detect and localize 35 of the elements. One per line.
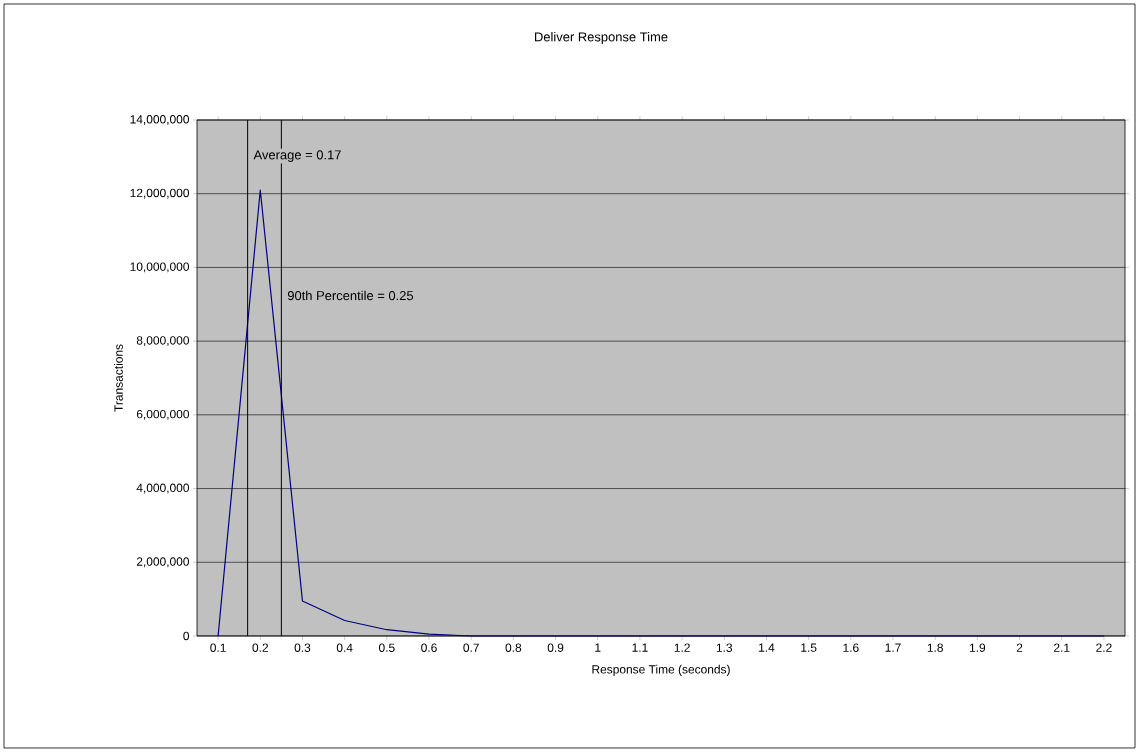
y-tick-label: 4,000,000 <box>136 483 190 494</box>
x-tick-label: 0.5 <box>378 643 395 652</box>
x-tick-label: 0.2 <box>252 643 268 652</box>
y-tick-label: 10,000,000 <box>130 262 190 273</box>
y-tick-label: 12,000,000 <box>130 188 190 199</box>
x-tick-label: 1.7 <box>885 643 901 652</box>
ref-line-label: Average = 0.17 <box>253 150 341 162</box>
x-tick-label: 0.3 <box>294 643 311 652</box>
y-tick-label: 2,000,000 <box>136 557 190 568</box>
x-tick-label: 0.4 <box>336 643 353 652</box>
y-tick-label: 0 <box>183 631 190 641</box>
x-tick-label: 1 <box>595 643 601 652</box>
y-tick-label: 14,000,000 <box>130 115 190 125</box>
ref-line-label: 90th Percentile = 0.25 <box>287 290 414 301</box>
y-axis-title: Transactions <box>114 344 123 412</box>
x-tick-label: 1.9 <box>969 643 986 652</box>
x-tick-label: 0.1 <box>210 643 226 652</box>
x-tick-label: 1.2 <box>674 643 690 652</box>
x-tick-label: 2.1 <box>1054 643 1070 652</box>
x-axis-title: Response Time (seconds) <box>592 664 730 676</box>
x-tick-label: 1.6 <box>843 643 859 652</box>
x-tick-label: 0.6 <box>421 643 437 652</box>
x-tick-label: 0.9 <box>547 643 564 652</box>
x-tick-label: 1.8 <box>927 643 943 652</box>
y-tick-label: 6,000,000 <box>136 409 190 420</box>
chart-title: Deliver Response Time <box>535 31 668 45</box>
x-tick-label: 2.2 <box>1096 643 1112 652</box>
x-tick-label: 2 <box>1016 643 1023 652</box>
x-tick-label: 1.5 <box>801 643 817 652</box>
x-tick-label: 1.1 <box>632 643 648 652</box>
x-tick-label: 1.3 <box>716 643 733 652</box>
x-tick-label: 0.7 <box>463 643 479 652</box>
y-tick-label: 8,000,000 <box>136 336 190 347</box>
x-tick-label: 0.8 <box>505 643 522 652</box>
x-tick-label: 1.4 <box>759 643 775 652</box>
